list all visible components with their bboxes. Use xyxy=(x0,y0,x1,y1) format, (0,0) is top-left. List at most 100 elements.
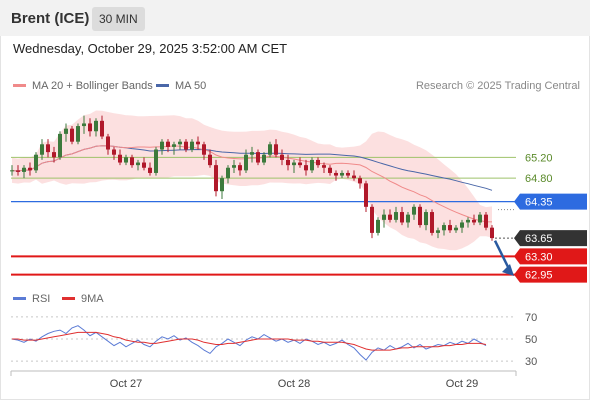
price-tag xyxy=(514,193,587,210)
candle-body xyxy=(82,123,86,127)
candle-body xyxy=(178,141,182,145)
legend-ma20: MA 20 + Bollinger Bands xyxy=(13,80,153,92)
x-tick-label: Oct 28 xyxy=(278,378,310,390)
candle-body xyxy=(334,172,338,176)
candle-body xyxy=(106,136,110,150)
candle-body xyxy=(286,159,290,166)
candle-body xyxy=(154,149,158,173)
candle-body xyxy=(382,214,386,220)
candle-body xyxy=(304,165,308,171)
rsi-ma-line xyxy=(12,331,487,351)
credit-text: Research © 2025 Trading Central xyxy=(415,80,580,92)
legend-ma50: MA 50 xyxy=(156,80,206,92)
legend-rsi: RSI xyxy=(13,293,50,305)
x-tick-label: Oct 29 xyxy=(446,378,478,390)
legend-9ma: 9MA xyxy=(62,293,104,305)
legend-rsi-label: RSI xyxy=(32,293,51,305)
candle-body xyxy=(238,165,242,171)
candle-body xyxy=(274,144,278,155)
candle-body xyxy=(28,167,32,171)
price-level-label: 64.35 xyxy=(525,197,553,209)
price-level-label: 63.65 xyxy=(525,233,553,245)
candle-body xyxy=(232,165,236,168)
candle-body xyxy=(400,212,404,223)
candle-body xyxy=(118,154,122,163)
candle-body xyxy=(322,165,326,168)
candle-body xyxy=(220,178,224,192)
candle-body xyxy=(490,227,494,239)
candle-body xyxy=(160,141,164,150)
candle-body xyxy=(142,162,146,168)
price-tag xyxy=(514,248,587,265)
candle-body xyxy=(472,219,476,223)
candle-body xyxy=(190,141,194,150)
candle-body xyxy=(484,214,488,228)
rsi-tick-label: 70 xyxy=(525,312,537,324)
candle-body xyxy=(172,144,176,147)
candle-body xyxy=(316,159,320,166)
candle-body xyxy=(442,225,446,231)
candle-body xyxy=(418,206,422,226)
candle-body xyxy=(280,154,284,160)
rsi-tick-label: 30 xyxy=(525,356,537,368)
candle-body xyxy=(244,154,248,171)
candle-body xyxy=(406,214,410,223)
candle-body xyxy=(448,225,452,231)
candle-body xyxy=(124,157,128,163)
candle-body xyxy=(136,162,140,166)
candle-body xyxy=(10,170,14,172)
candle-body xyxy=(112,149,116,155)
candle-body xyxy=(94,120,98,132)
candle-body xyxy=(430,212,434,233)
legend-9ma-label: 9MA xyxy=(81,293,104,305)
instrument-title: Brent (ICE) xyxy=(11,10,90,27)
timestamp: Wednesday, October 29, 2025 3:52:00 AM C… xyxy=(13,41,288,56)
candle-body xyxy=(424,212,428,226)
price-level-label: 62.95 xyxy=(525,270,553,282)
candle-body xyxy=(184,141,188,150)
ma20-swatch xyxy=(13,83,26,87)
candle-body xyxy=(310,159,314,171)
candle-body xyxy=(202,144,206,155)
candle-body xyxy=(262,154,266,163)
candle-body xyxy=(466,219,470,223)
candle-body xyxy=(40,144,44,155)
candle-body xyxy=(454,227,458,231)
candle-body xyxy=(352,175,356,179)
price-level-label: 64.80 xyxy=(525,173,553,185)
candle-body xyxy=(250,152,254,155)
candle-body xyxy=(328,167,332,173)
candle-body xyxy=(166,141,170,147)
candle-body xyxy=(292,162,296,166)
candle-body xyxy=(256,152,260,163)
candle-body xyxy=(460,222,464,228)
rsi-tick-label: 50 xyxy=(525,334,537,346)
rsi-line xyxy=(11,325,487,361)
ma50-swatch xyxy=(156,83,169,87)
price-level-label: 63.30 xyxy=(525,251,553,263)
candle-body xyxy=(130,157,134,166)
candle-body xyxy=(52,152,56,158)
interval-button[interactable]: 30 MIN xyxy=(92,7,145,31)
candle-body xyxy=(76,126,80,142)
price-tag xyxy=(514,266,587,283)
candle-body xyxy=(100,120,104,137)
bollinger-band xyxy=(12,110,492,251)
candle-body xyxy=(64,128,68,134)
candle-body xyxy=(364,183,368,207)
candle-body xyxy=(16,170,20,172)
candle-body xyxy=(208,154,212,166)
candle-body xyxy=(46,144,50,153)
candle-body xyxy=(358,178,362,184)
candle-body xyxy=(412,206,416,215)
candle-body xyxy=(436,230,440,233)
price-tag xyxy=(514,230,587,247)
legend-ma20-label: MA 20 + Bollinger Bands xyxy=(32,80,153,92)
candle-body xyxy=(34,154,38,171)
candle-body xyxy=(340,172,344,176)
candle-body xyxy=(148,167,152,173)
rsi-ma-swatch xyxy=(62,296,75,300)
candle-body xyxy=(268,144,272,155)
candle-body xyxy=(370,206,374,233)
